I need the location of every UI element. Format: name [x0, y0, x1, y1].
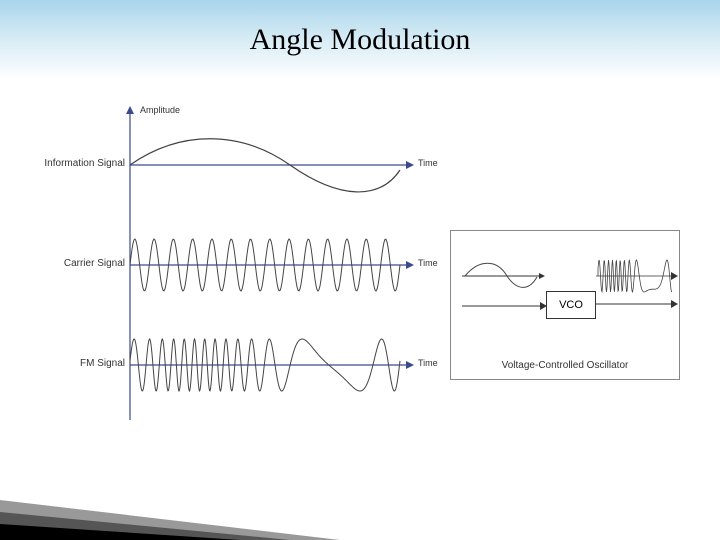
fm-signal-label: FM Signal: [40, 358, 125, 369]
carrier-signal-wave: [130, 225, 450, 305]
info-signal-wave: [130, 125, 450, 205]
vco-output-wave: [596, 246, 686, 306]
fm-time-label: Time: [418, 358, 438, 368]
amplitude-axis-label: Amplitude: [140, 105, 180, 115]
vco-box-label: VCO: [559, 299, 583, 311]
carrier-signal-label: Carrier Signal: [40, 258, 125, 269]
carrier-time-label: Time: [418, 258, 438, 268]
title-bar: Angle Modulation: [0, 0, 720, 80]
info-time-label: Time: [418, 158, 438, 168]
vco-caption: Voltage-Controlled Oscillator: [451, 360, 679, 371]
fm-signal-wave: [130, 325, 450, 405]
content-area: Amplitude Information Signal Time Carrie…: [0, 100, 720, 480]
vco-block: VCO Voltage-Controlled Oscillator: [450, 230, 680, 380]
info-signal-label: Information Signal: [40, 158, 125, 169]
vco-input-arrow: [457, 286, 557, 326]
page-title: Angle Modulation: [250, 23, 471, 57]
vco-box: VCO: [546, 291, 596, 319]
